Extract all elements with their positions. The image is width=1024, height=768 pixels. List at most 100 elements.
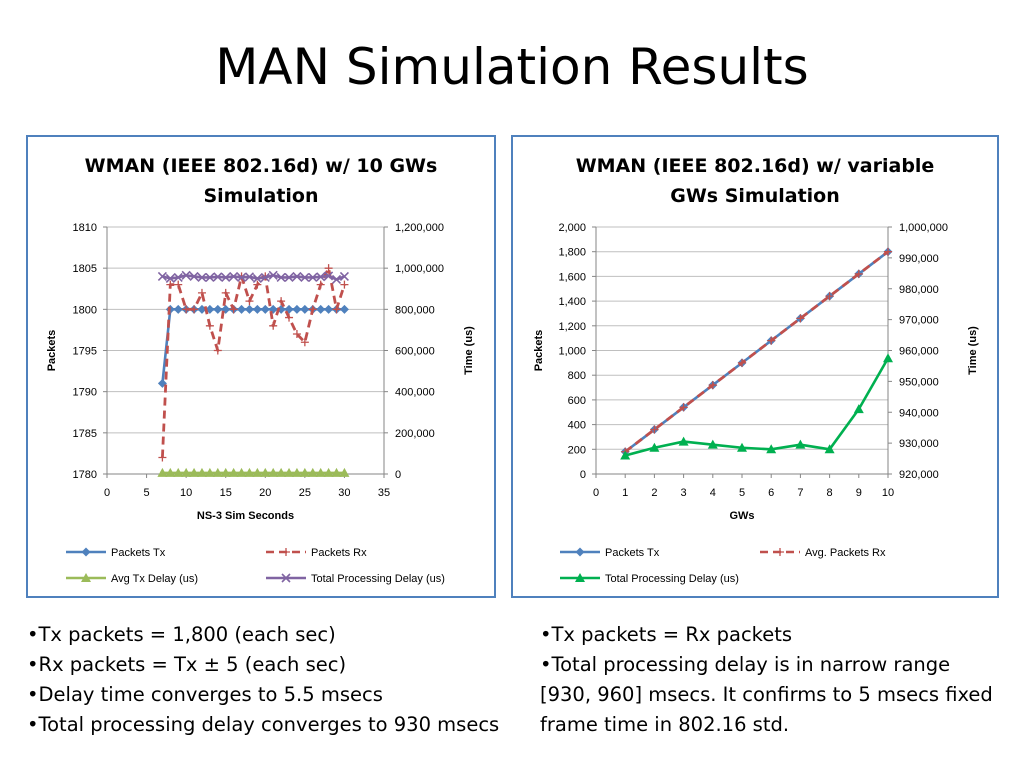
chart-plot-10-gws: 1780 1785 1790 1795 1800 1805 1810 0 200,000 400,… — [46, 222, 475, 585]
data-point — [650, 425, 659, 434]
data-point — [707, 439, 718, 449]
data-point — [316, 272, 326, 282]
x-tick-label: 10 — [882, 487, 894, 499]
x-tick-label: 5 — [739, 487, 745, 499]
chart-title: WMAN (IEEE 802.16d) w/ 10 GWs Simulation — [28, 151, 494, 211]
legend-label: Avg Tx Delay (us) — [111, 573, 198, 585]
legend-label: Packets Tx — [111, 547, 166, 559]
bullet-item: •Total processing delay converges to 930… — [27, 713, 500, 736]
y-tick-label: 1,200 — [558, 321, 586, 333]
data-point — [244, 272, 255, 282]
data-point — [331, 467, 342, 477]
chart-panel-variable-gws: WMAN (IEEE 802.16d) w/ variable GWs Simu… — [511, 135, 999, 598]
x-tick-label: 4 — [710, 487, 716, 499]
data-point — [174, 280, 183, 289]
data-point — [173, 467, 184, 477]
x-tick-label: 0 — [593, 487, 599, 499]
data-point — [339, 304, 349, 314]
slide-title: MAN Simulation Results — [215, 38, 809, 96]
legend-marker — [81, 573, 91, 582]
data-point — [213, 304, 223, 314]
y-tick-label: 1790 — [73, 387, 97, 399]
data-point — [181, 270, 191, 280]
data-point — [300, 272, 310, 282]
data-point — [738, 358, 746, 367]
data-point — [189, 271, 199, 281]
y2-tick-label: 960,000 — [899, 346, 939, 358]
data-point — [182, 305, 191, 314]
data-point — [158, 453, 167, 462]
chart-panel-10-gws: WMAN (IEEE 802.16d) w/ 10 GWs Simulation… — [26, 135, 496, 598]
data-point — [315, 467, 326, 477]
data-point — [204, 467, 215, 477]
data-point — [237, 304, 247, 314]
legend-marker — [282, 548, 290, 556]
data-point — [245, 297, 254, 306]
y2-tick-label: 200,000 — [395, 428, 435, 440]
series-line — [624, 250, 889, 453]
data-point — [260, 272, 270, 282]
data-point — [795, 439, 806, 449]
data-point — [308, 272, 318, 282]
data-point — [307, 467, 318, 477]
legend-label: Total Processing Delay (us) — [311, 573, 445, 585]
y-tick-label: 1780 — [73, 469, 97, 481]
data-point — [883, 353, 893, 363]
bullet-list-right: •Tx packets = Rx packets •Total processi… — [540, 620, 1000, 740]
legend-marker — [776, 548, 784, 556]
data-point — [316, 304, 326, 314]
data-point — [252, 273, 262, 284]
data-point — [213, 272, 223, 282]
data-point — [229, 271, 239, 281]
data-point — [268, 467, 279, 477]
data-point — [340, 280, 349, 289]
y2-tick-label: 1,200,000 — [395, 222, 444, 234]
chart-title-line2: Simulation — [203, 185, 319, 207]
chart-title-line1: WMAN (IEEE 802.16d) w/ variable — [575, 155, 935, 177]
data-point — [189, 467, 200, 477]
data-point — [332, 305, 341, 314]
y2-tick-label: 600,000 — [395, 346, 435, 358]
data-point — [331, 274, 342, 285]
data-point — [157, 378, 167, 388]
data-point — [708, 381, 717, 390]
chart-title: WMAN (IEEE 802.16d) w/ variable GWs Simu… — [513, 151, 997, 211]
y-tick-label: 0 — [580, 469, 586, 481]
y-tick-label: 600 — [568, 395, 586, 407]
y-tick-label: 200 — [568, 444, 586, 456]
x-tick-label: 25 — [299, 487, 311, 499]
data-point — [884, 247, 892, 256]
data-point — [205, 321, 214, 330]
x-tick-label: 7 — [797, 487, 803, 499]
bullet-item: •Total processing delay is in narrow ran… — [540, 653, 993, 736]
data-point — [277, 297, 286, 306]
data-point — [324, 304, 334, 314]
y-tick-label: 1,600 — [558, 271, 586, 283]
data-point — [213, 346, 222, 355]
data-point — [291, 467, 302, 477]
y-tick-label: 1,800 — [558, 247, 586, 259]
data-point — [854, 269, 863, 278]
y2-tick-label: 940,000 — [899, 407, 939, 419]
y-tick-label: 1,400 — [558, 296, 586, 308]
data-point — [284, 272, 294, 282]
bullet-item: •Delay time converges to 5.5 msecs — [27, 683, 383, 706]
data-point — [276, 467, 287, 477]
x-axis-label: NS-3 Sim Seconds — [197, 510, 294, 522]
y2-tick-label: 400,000 — [395, 387, 435, 399]
data-point — [173, 304, 183, 314]
y2-tick-label: 1,000,000 — [899, 222, 948, 234]
x-tick-label: 0 — [104, 487, 110, 499]
data-point — [221, 272, 231, 282]
y2-tick-label: 920,000 — [899, 469, 939, 481]
data-point — [620, 450, 631, 460]
x-tick-label: 1 — [622, 487, 628, 499]
x-tick-label: 2 — [651, 487, 657, 499]
data-point — [316, 280, 325, 289]
x-tick-label: 5 — [144, 487, 150, 499]
y2-tick-label: 1,000,000 — [395, 263, 444, 275]
x-tick-label: 10 — [180, 487, 192, 499]
data-point — [300, 304, 310, 314]
data-point — [252, 304, 262, 314]
data-point — [796, 314, 805, 323]
